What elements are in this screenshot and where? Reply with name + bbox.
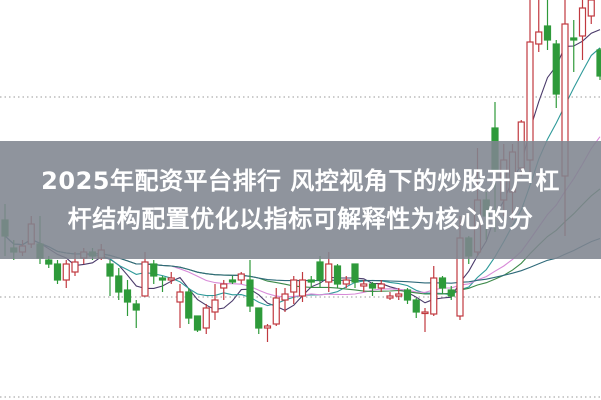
candle-body-up (421, 311, 429, 315)
candle-body-down (255, 307, 263, 329)
candle-body-down (412, 299, 420, 313)
candle-body-up (281, 293, 289, 301)
candle-body-up (220, 283, 228, 289)
candle-body-up (263, 325, 272, 329)
candle-body-up (386, 295, 394, 299)
candle-body-up (298, 279, 307, 297)
candle-body-down (403, 289, 412, 301)
candle-body-down (185, 291, 193, 319)
candle-body-up (71, 261, 79, 273)
candle-body-up (290, 279, 298, 293)
candle-body-down (246, 279, 254, 307)
candle-body-down (193, 315, 202, 331)
candle-body-down (552, 43, 560, 95)
candle-body-down (45, 259, 53, 265)
candle-body-down (596, 49, 601, 77)
candle-body-up (430, 277, 438, 315)
candle-body-up (272, 297, 280, 325)
candle-body-down (570, 37, 578, 41)
candle-body-up (377, 283, 385, 289)
candle-body-down (158, 277, 167, 281)
candle-body-up (535, 31, 543, 45)
candle-body-up (237, 273, 245, 281)
candle-body-up (176, 291, 184, 303)
candle-body-up (62, 263, 70, 281)
candle-body-up (342, 279, 350, 285)
candle-body-up (587, 0, 595, 17)
title-line-2: 杆结构配置优化以指标可解释性为核心的分 (67, 205, 534, 233)
candle-body-down (307, 279, 315, 283)
candle-body-down (447, 289, 455, 297)
candle-body-up (202, 307, 210, 329)
title-banner: 2025年配资平台排行 风控视角下的炒股开户杠 杆结构配置优化以指标可解释性为核… (0, 141, 601, 259)
candle-body-up (578, 7, 587, 37)
candle-body-up (325, 263, 333, 283)
candle-body-down (115, 275, 123, 293)
candle-body-up (167, 277, 175, 281)
candle-body-down (132, 303, 140, 311)
candle-body-down (333, 265, 342, 285)
candle-body-down (106, 263, 114, 277)
candle-body-up (395, 293, 403, 297)
candle-body-down (228, 279, 237, 283)
candle-body-down (351, 263, 359, 283)
candle-body-down (368, 283, 377, 289)
candle-body-down (438, 277, 447, 289)
title-line-1: 2025年配资平台排行 风控视角下的炒股开户杠 (41, 167, 560, 195)
candle-body-down (543, 25, 552, 41)
candle-body-up (360, 283, 368, 287)
candle-body-up (141, 261, 149, 297)
candle-body-down (123, 289, 132, 303)
candle-body-down (150, 263, 158, 277)
candle-body-down (316, 261, 324, 281)
candle-body-down (53, 263, 62, 281)
candle-body-up (211, 299, 219, 313)
